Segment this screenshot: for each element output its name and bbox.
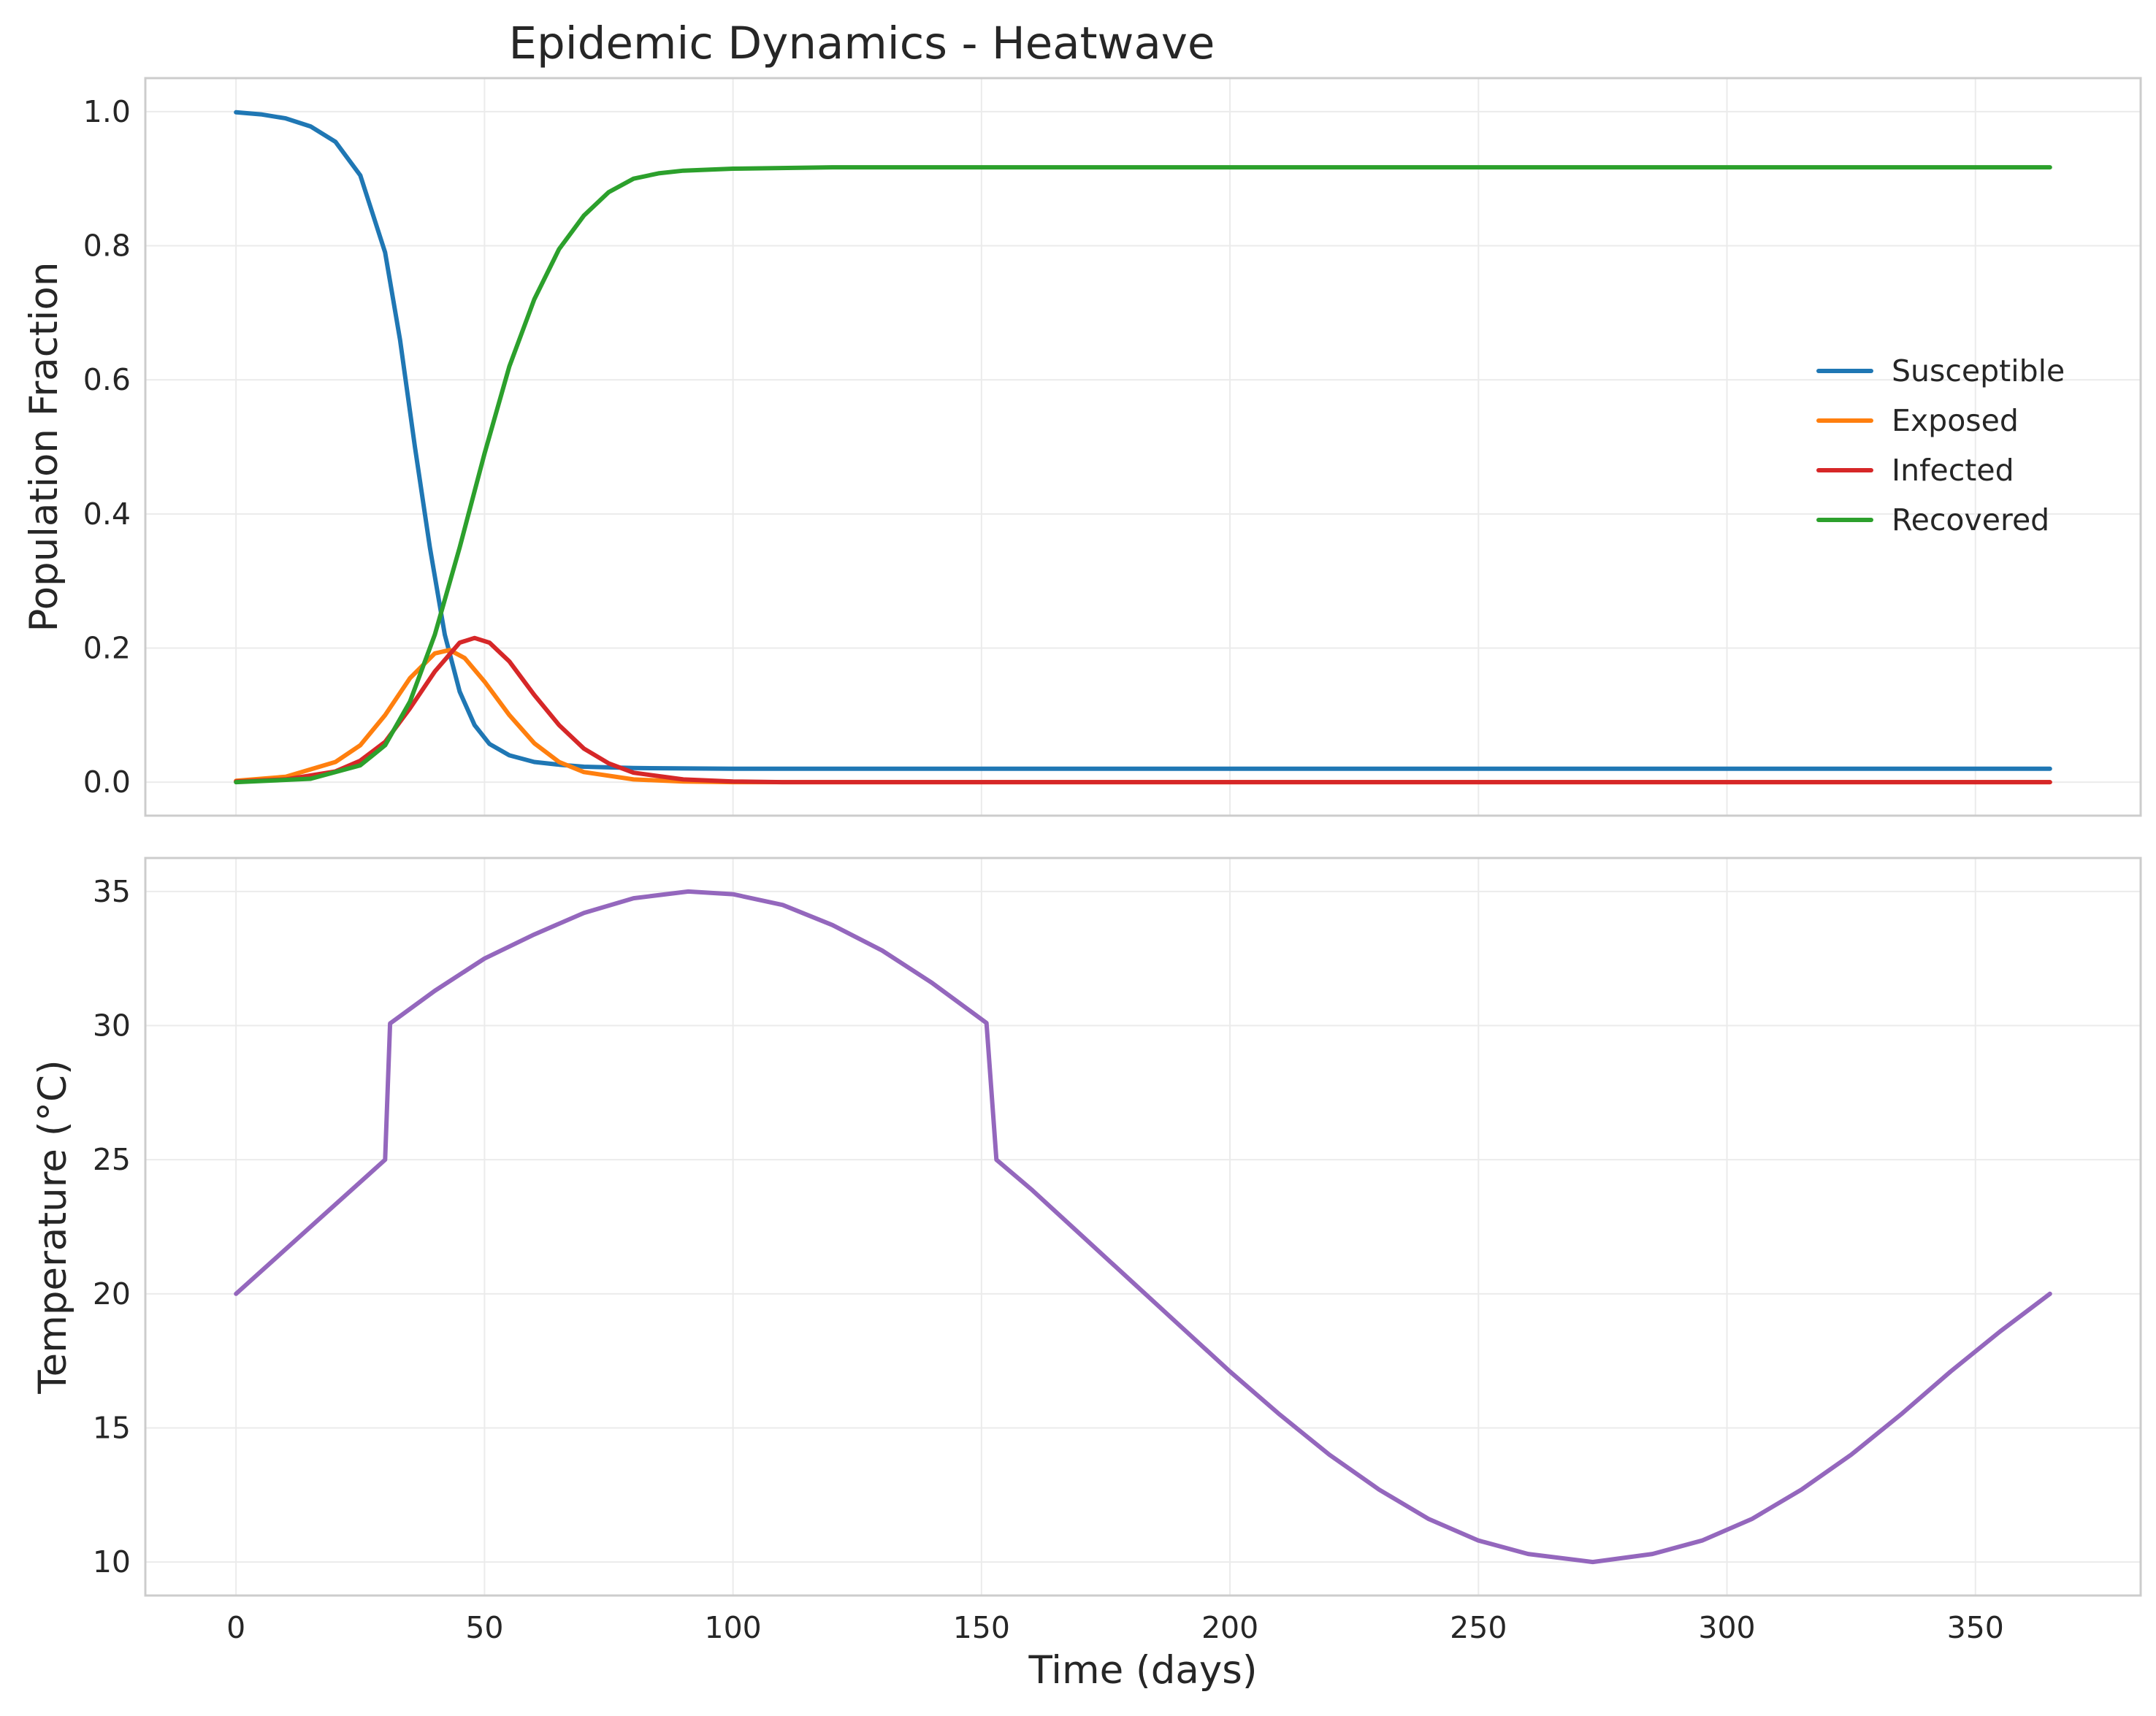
x-tick-label: 300 (1698, 1610, 1755, 1645)
x-tick-label: 150 (953, 1610, 1010, 1645)
series-line-infected (234, 635, 2052, 785)
top-y-tick-label: 0.0 (83, 765, 131, 800)
top-panel: 0.0 0.2 0.4 0.6 0.8 1.0 Population Fraction S… (22, 77, 2142, 817)
top-y-tick-label: 1.0 (83, 94, 131, 129)
x-tick-label: 0 (226, 1610, 245, 1645)
x-tick-label: 50 (465, 1610, 503, 1645)
legend-label-infected: Infected (1892, 453, 2014, 488)
bottom-y-tick-label: 30 (93, 1008, 131, 1043)
bottom-y-tick-label: 25 (93, 1142, 131, 1177)
series-line-susceptible (234, 110, 2052, 771)
bottom-y-tick-label: 35 (93, 874, 131, 909)
bottom-x-ticks: 0 50 100 150 200 250 300 350 (226, 1610, 2004, 1645)
bottom-axes-frame (144, 857, 2142, 1597)
series-line-recovered (234, 165, 2052, 785)
bottom-y-tick-label: 15 (93, 1410, 131, 1445)
series-line-exposed (234, 648, 2052, 785)
bottom-y-axis-label: Temperature (°C) (31, 1060, 75, 1394)
series-line-temperature (234, 889, 2052, 1565)
top-y-tick-label: 0.2 (83, 630, 131, 665)
legend-label-recovered: Recovered (1892, 502, 2049, 537)
bottom-y-ticks: 10 15 20 25 30 35 (93, 874, 131, 1579)
top-series (234, 110, 2052, 785)
x-tick-label: 100 (704, 1610, 761, 1645)
top-axes-frame (144, 77, 2142, 817)
x-tick-label: 250 (1450, 1610, 1507, 1645)
x-tick-label: 350 (1947, 1610, 2004, 1645)
legend-label-susceptible: Susceptible (1892, 353, 2065, 388)
bottom-series (234, 889, 2052, 1565)
bottom-panel: 10 15 20 25 30 35 0 50 100 150 200 250 300 350 Time … (31, 857, 2142, 1693)
top-y-ticks: 0.0 0.2 0.4 0.6 0.8 1.0 (83, 94, 131, 800)
top-y-tick-label: 0.6 (83, 362, 131, 397)
bottom-gridlines (145, 858, 2141, 1596)
chart-title: Epidemic Dynamics - Heatwave (509, 18, 1215, 69)
x-axis-label: Time (days) (1028, 1648, 1257, 1693)
top-y-tick-label: 0.8 (83, 229, 131, 264)
bottom-y-tick-label: 20 (93, 1276, 131, 1311)
top-y-axis-label: Population Fraction (22, 262, 66, 632)
x-tick-label: 200 (1201, 1610, 1258, 1645)
top-y-tick-label: 0.4 (83, 497, 131, 532)
top-gridlines (145, 78, 2141, 816)
legend: Susceptible Exposed Infected Recovered (1816, 353, 2065, 537)
bottom-y-tick-label: 10 (93, 1544, 131, 1579)
legend-label-exposed: Exposed (1892, 403, 2019, 438)
